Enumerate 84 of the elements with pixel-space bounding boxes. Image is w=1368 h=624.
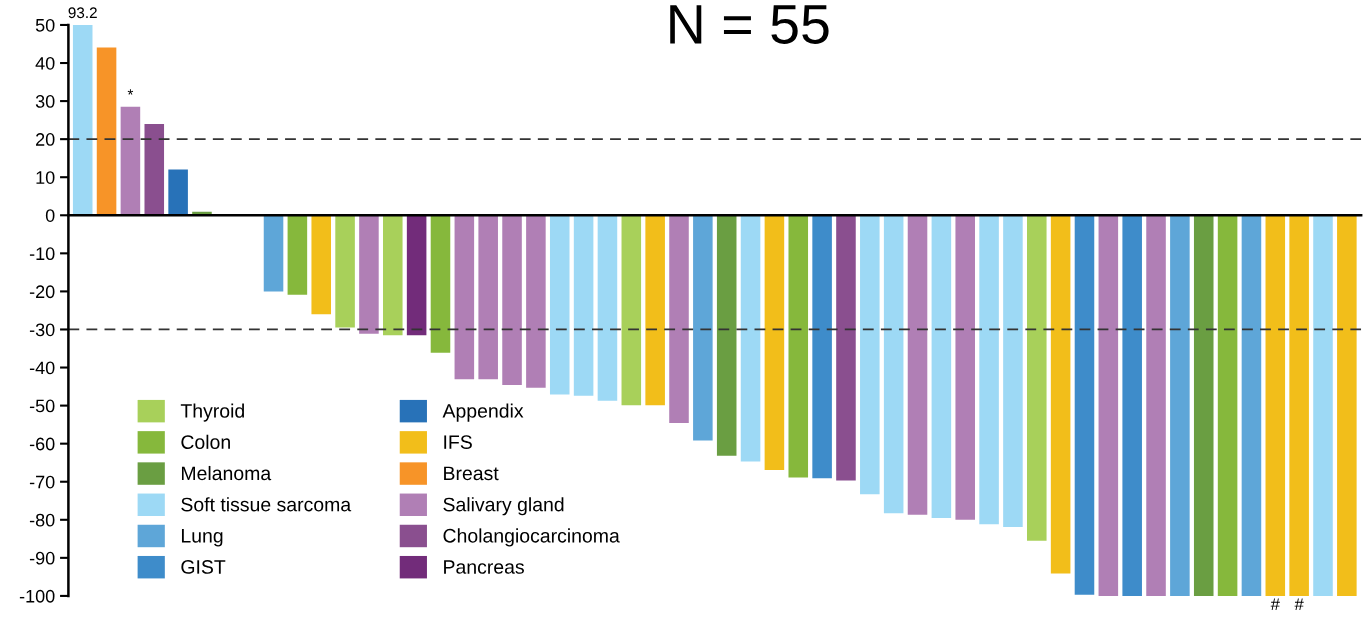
bar	[1003, 215, 1023, 528]
bar	[645, 215, 665, 406]
data-label: #	[1270, 598, 1280, 610]
bar	[526, 215, 546, 388]
data-label: *	[127, 89, 134, 95]
y-tick-label: -90	[29, 551, 55, 565]
bar	[1217, 215, 1238, 596]
bar	[883, 215, 904, 514]
bar	[573, 215, 594, 396]
y-tick-label: -50	[29, 399, 55, 413]
bar	[621, 215, 642, 406]
y-tick-label: -80	[29, 513, 55, 527]
bar	[931, 215, 952, 518]
bar	[454, 215, 475, 380]
bar	[1050, 215, 1071, 574]
bar	[1265, 215, 1286, 596]
bar	[979, 215, 999, 525]
legend-label: Appendix	[442, 403, 524, 422]
bar	[406, 215, 427, 336]
bar	[168, 169, 188, 216]
bar	[287, 215, 308, 295]
y-tick-label: 30	[35, 95, 55, 108]
legend-label: GIST	[181, 560, 226, 574]
y-tick-label: 0	[45, 209, 55, 222]
y-tick-label: -100	[19, 589, 55, 603]
y-tick-label: -30	[29, 323, 55, 337]
bar	[430, 215, 451, 353]
legend-label: Cholangiocarcinoma	[443, 528, 620, 547]
bar	[1027, 215, 1047, 541]
bar	[72, 24, 93, 216]
bar	[860, 215, 880, 495]
bar	[1241, 215, 1262, 596]
bar	[764, 215, 785, 470]
bar	[1170, 215, 1190, 596]
bar	[478, 215, 498, 380]
bar	[144, 123, 165, 216]
bar	[788, 215, 809, 478]
bar	[1289, 215, 1309, 596]
bar	[359, 215, 379, 334]
bar	[1098, 215, 1119, 596]
bar	[120, 106, 141, 216]
legend-label: IFS	[444, 435, 472, 450]
y-tick-label: -40	[29, 361, 55, 375]
y-tick-label: 20	[36, 133, 55, 146]
bar	[1193, 215, 1214, 596]
y-tick-label: -60	[29, 437, 55, 451]
bar	[96, 47, 117, 216]
y-tick-label: -20	[29, 285, 55, 299]
bar	[1313, 215, 1333, 596]
text: 93.2	[68, 7, 97, 19]
y-tick-label: 40	[35, 56, 55, 70]
legend-label: Lung	[181, 529, 223, 547]
bar	[812, 215, 832, 479]
y-tick-label: -70	[29, 475, 55, 489]
legend-label: Melanoma	[181, 465, 272, 481]
data-label: #	[1294, 598, 1304, 610]
bar	[311, 215, 332, 315]
legend-label: Soft tissue sarcoma	[181, 497, 352, 512]
bar	[549, 215, 570, 395]
bar	[263, 215, 284, 292]
legend-label: Thyroid	[180, 403, 244, 422]
legend-label: Colon	[181, 434, 230, 450]
bar	[693, 215, 713, 441]
y-tick-label: -10	[29, 247, 55, 261]
bar	[502, 215, 522, 386]
bar	[335, 215, 355, 328]
chart-title: N = 55	[670, 5, 829, 44]
bar	[955, 215, 975, 520]
bar	[383, 215, 403, 336]
legend-label: Pancreas	[444, 560, 524, 574]
bar	[669, 215, 689, 424]
y-tick-label: 10	[36, 171, 55, 184]
legend-label: Breast	[444, 466, 499, 481]
bar	[1074, 215, 1095, 595]
bar	[597, 215, 618, 401]
bar	[1146, 215, 1166, 596]
bar	[907, 215, 928, 515]
bar	[1337, 215, 1357, 596]
y-tick-label: 50	[35, 18, 55, 32]
bar	[740, 215, 761, 462]
bar	[1122, 215, 1142, 596]
bar	[836, 215, 856, 481]
bar	[716, 215, 737, 456]
legend-label: Salivary gland	[443, 497, 564, 516]
